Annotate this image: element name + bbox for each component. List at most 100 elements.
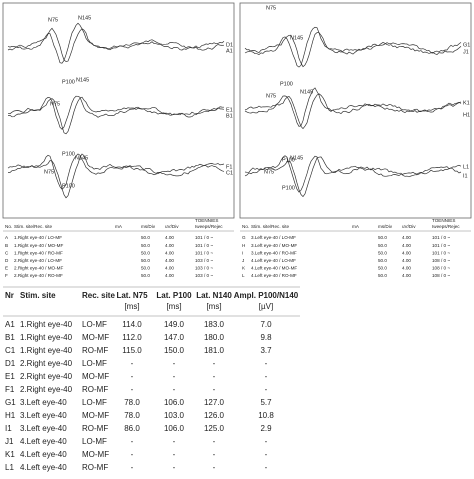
results-cell: K1 bbox=[5, 450, 15, 459]
peak-label: N145 bbox=[290, 155, 303, 161]
results-cell: RO-MF bbox=[82, 385, 108, 394]
results-cell: 180.0 bbox=[204, 333, 225, 342]
results-header: [ms] bbox=[166, 302, 181, 311]
channel-cell: F bbox=[5, 273, 8, 278]
results-cell: 3.Left eye-40 bbox=[20, 398, 67, 407]
results-cell: 181.0 bbox=[204, 346, 225, 355]
results-header: [µV] bbox=[259, 302, 273, 311]
trace bbox=[244, 32, 462, 68]
channel-cell: 50.0 bbox=[378, 273, 387, 278]
channel-header: Iweeps/Rejec bbox=[195, 224, 223, 229]
channel-cell: 1.Right eye-40 / MO-MF bbox=[14, 243, 63, 248]
channel-cell: 101 / 0 ~ bbox=[432, 250, 450, 255]
channel-cell: J bbox=[242, 258, 244, 263]
results-cell: - bbox=[265, 385, 268, 394]
results-cell: 150.0 bbox=[164, 346, 185, 355]
results-cell: 126.0 bbox=[204, 411, 225, 420]
results-cell: 103.0 bbox=[164, 411, 185, 420]
trace-label: C1 bbox=[226, 170, 233, 176]
channel-cell: 4.00 bbox=[402, 250, 411, 255]
results-cell: I1 bbox=[5, 424, 12, 433]
channel-cell: 50.0 bbox=[141, 258, 150, 263]
trace-label: B1 bbox=[226, 113, 233, 119]
peak-label: P100 bbox=[62, 79, 75, 85]
results-cell: 1.Right eye-40 bbox=[20, 346, 73, 355]
results-cell: RO-MF bbox=[82, 424, 108, 433]
results-header: Nr bbox=[5, 291, 14, 300]
trace-label: J1 bbox=[463, 49, 469, 55]
results-header: Lat. N75 bbox=[116, 291, 148, 300]
trace-label: F1 bbox=[226, 164, 232, 170]
trace bbox=[8, 95, 225, 130]
results-cell: C1 bbox=[5, 346, 16, 355]
channel-cell: 2.Right eye-40 / LO-MF bbox=[14, 258, 62, 263]
channel-cell: 2.Right eye-40 / MO-MF bbox=[14, 266, 63, 271]
results-cell: - bbox=[173, 437, 176, 446]
results-cell: 3.Left eye-40 bbox=[20, 424, 67, 433]
results-cell: 183.0 bbox=[204, 320, 225, 329]
results-cell: LO-MF bbox=[82, 398, 107, 407]
channel-header: No. bbox=[242, 224, 249, 229]
trace bbox=[244, 155, 462, 193]
channel-header: mA bbox=[115, 224, 123, 229]
channel-cell: 50.0 bbox=[378, 250, 387, 255]
channel-cell: 4.00 bbox=[165, 266, 174, 271]
results-cell: 9.8 bbox=[260, 333, 272, 342]
channel-header: No. bbox=[5, 224, 12, 229]
channel-cell: 4.00 bbox=[165, 250, 174, 255]
channel-cell: G bbox=[242, 235, 246, 240]
channel-cell: 50.0 bbox=[141, 235, 150, 240]
results-header: Lat. P100 bbox=[156, 291, 192, 300]
results-cell: RO-MF bbox=[82, 346, 108, 355]
channel-header: ms/Div bbox=[378, 224, 393, 229]
results-cell: 86.0 bbox=[124, 424, 140, 433]
results-cell: LO-MF bbox=[82, 437, 107, 446]
channel-header: Iweeps/Rejec bbox=[432, 224, 460, 229]
channel-cell: 103 / 0 ~ bbox=[195, 258, 213, 263]
channel-cell: 4.00 bbox=[402, 273, 411, 278]
results-cell: - bbox=[131, 437, 134, 446]
results-cell: - bbox=[213, 372, 216, 381]
results-cell: - bbox=[213, 359, 216, 368]
panel-frame bbox=[239, 2, 472, 219]
results-header: Stim. site bbox=[20, 291, 56, 300]
channel-cell: L bbox=[242, 273, 245, 278]
panel-frame bbox=[2, 2, 235, 219]
results-cell: 4.Left eye-40 bbox=[20, 437, 67, 446]
trace-label: I1 bbox=[463, 173, 468, 179]
channel-cell: 101 / 0 ~ bbox=[195, 243, 213, 248]
channel-cell: 103 / 0 ~ bbox=[195, 266, 213, 271]
channel-cell: 1.Right eye-40 / LO-MF bbox=[14, 235, 62, 240]
trace bbox=[244, 93, 462, 130]
results-cell: - bbox=[173, 463, 176, 472]
results-cell: - bbox=[265, 437, 268, 446]
results-cell: MO-MF bbox=[82, 411, 109, 420]
results-cell: A1 bbox=[5, 320, 15, 329]
results-header: Ampl. P100/N140 bbox=[234, 291, 299, 300]
results-cell: 10.8 bbox=[258, 411, 274, 420]
results-cell: - bbox=[213, 450, 216, 459]
results-cell: - bbox=[265, 463, 268, 472]
channel-cell: 4.00 bbox=[165, 258, 174, 263]
peak-label: P100 bbox=[282, 157, 295, 163]
results-cell: RO-MF bbox=[82, 463, 108, 472]
channel-cell: 4.00 bbox=[402, 243, 411, 248]
results-cell: - bbox=[131, 463, 134, 472]
results-cell: - bbox=[173, 372, 176, 381]
channel-cell: 101 / 0 ~ bbox=[195, 250, 213, 255]
results-cell: MO-MF bbox=[82, 333, 109, 342]
results-cell: 7.0 bbox=[260, 320, 272, 329]
trace bbox=[244, 156, 462, 198]
channel-cell: 3.Left eye-40 / LO-MF bbox=[251, 235, 296, 240]
results-cell: 127.0 bbox=[204, 398, 225, 407]
results-cell: E1 bbox=[5, 372, 15, 381]
channel-cell: 4.Left eye-40 / LO-MF bbox=[251, 258, 296, 263]
results-cell: 78.0 bbox=[124, 398, 140, 407]
results-cell: L1 bbox=[5, 463, 14, 472]
results-cell: 2.Right eye-40 bbox=[20, 385, 73, 394]
results-cell: - bbox=[131, 450, 134, 459]
results-cell: 2.Right eye-40 bbox=[20, 359, 73, 368]
results-cell: 115.0 bbox=[122, 346, 142, 355]
